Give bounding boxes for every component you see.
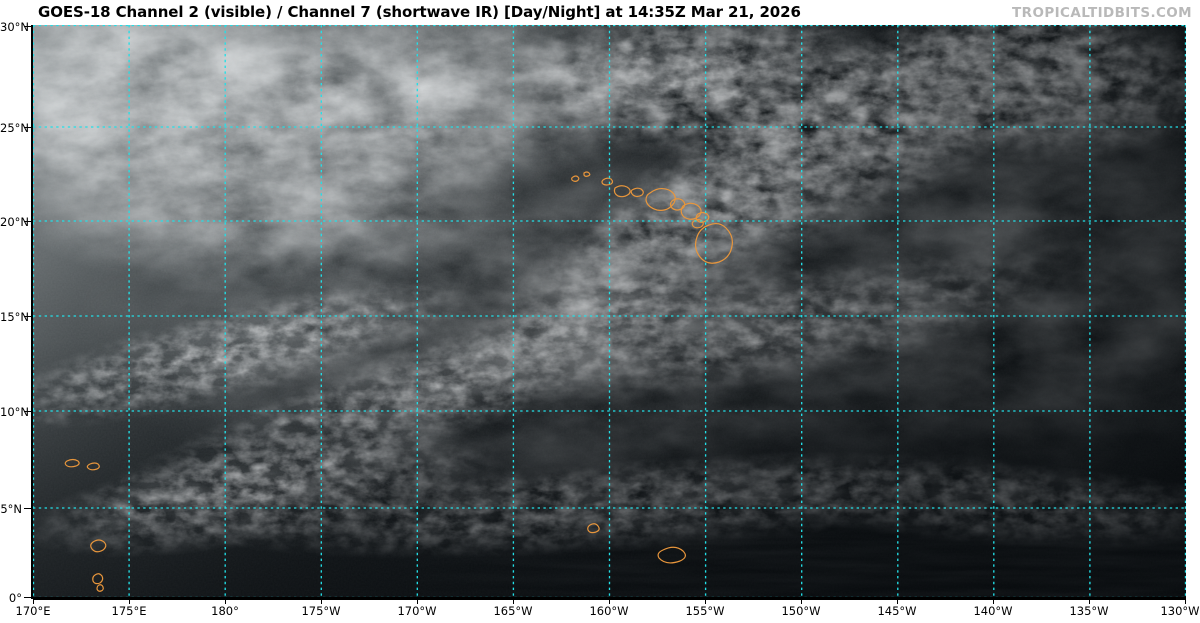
gilbert-islands: [90, 539, 107, 598]
lon-label-165w: 165°W: [493, 604, 533, 618]
lon-label-170w: 170°W: [397, 604, 437, 618]
lat-label-25n: 25°N: [0, 121, 29, 135]
lon-tick-145w: [897, 598, 898, 604]
lat-tick-10n: [24, 411, 33, 412]
lon-tick-135w: [1089, 598, 1090, 604]
lon-tick-175e: [129, 598, 130, 604]
line-islands: [587, 523, 686, 564]
watermark: TROPICALTIDBITS.COM: [1012, 5, 1192, 21]
lat-tick-0: [24, 597, 33, 598]
lat-label-10n: 10°N: [0, 405, 29, 419]
lon-tick-170w: [417, 598, 418, 604]
lon-tick-130w: [1185, 598, 1186, 604]
lon-label-130w: 130°W: [1160, 604, 1200, 618]
lon-label-160w: 160°W: [589, 604, 629, 618]
lat-tick-25n: [24, 127, 33, 128]
lon-label-135w: 135°W: [1069, 604, 1109, 618]
lon-tick-140w: [993, 598, 994, 604]
lon-tick-165w: [513, 598, 514, 604]
marshall-islands: [64, 458, 100, 471]
lon-label-140w: 140°W: [973, 604, 1013, 618]
lon-tick-175w: [321, 598, 322, 604]
lon-label-180: 180°: [211, 604, 239, 618]
lat-lon-graticule: [33, 25, 1186, 598]
lon-label-175e: 175°E: [111, 604, 147, 618]
page-title: GOES-18 Channel 2 (visible) / Channel 7 …: [38, 3, 801, 21]
lat-label-5n: 5°N: [0, 502, 22, 516]
lon-tick-180: [225, 598, 226, 604]
lat-tick-20n: [24, 221, 33, 222]
lon-tick-160w: [609, 598, 610, 604]
lon-label-175w: 175°W: [301, 604, 341, 618]
lat-label-30n: 30°N: [0, 20, 29, 34]
lon-label-155w: 155°W: [685, 604, 725, 618]
hawaiian-islands: [601, 177, 733, 264]
lon-tick-170e: [33, 598, 34, 604]
satellite-map[interactable]: [33, 25, 1186, 600]
lon-tick-155w: [705, 598, 706, 604]
y-axis-line: [31, 25, 33, 599]
lon-tick-150w: [801, 598, 802, 604]
lon-label-170e: 170°E: [15, 604, 51, 618]
lon-label-145w: 145°W: [877, 604, 917, 618]
lat-label-15n: 15°N: [0, 310, 29, 324]
lat-tick-30n: [24, 26, 33, 27]
lon-label-150w: 150°W: [781, 604, 821, 618]
lat-label-0: 0°: [8, 591, 22, 605]
northwestern-hawaiian-islets: [571, 171, 591, 182]
lat-label-20n: 20°N: [0, 215, 29, 229]
lat-tick-5n: [24, 508, 33, 509]
lat-tick-15n: [24, 316, 33, 317]
coastline-overlay: [64, 171, 733, 598]
satellite-imagery-canvas: [33, 25, 1186, 598]
